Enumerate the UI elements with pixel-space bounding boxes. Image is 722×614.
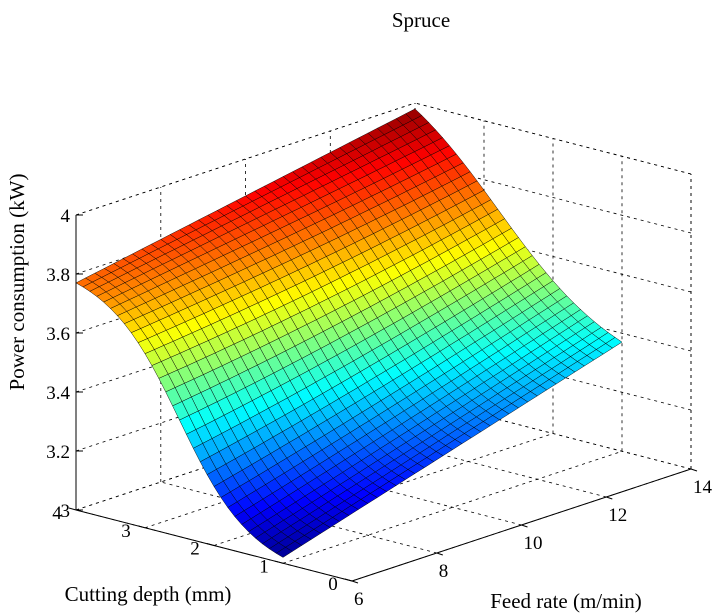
z-tick-label: 3.2 <box>46 442 70 463</box>
grid-rightwall-z <box>414 161 692 234</box>
x-tick-mark <box>690 468 698 472</box>
z-tick-label: 3.4 <box>46 383 70 404</box>
y-axis-line <box>75 509 353 582</box>
x-tick-mark <box>351 580 359 584</box>
y-tick-label: 2 <box>190 539 200 560</box>
x-tick-label: 10 <box>524 533 543 554</box>
surface-plot <box>75 108 623 558</box>
y-tick-label: 1 <box>259 556 269 577</box>
x-tick-mark <box>521 524 528 528</box>
y-tick-label: 0 <box>328 574 338 595</box>
z-tick-label: 3.6 <box>46 324 70 345</box>
axes-box-front <box>75 215 692 582</box>
x-axis-label: Feed rate (m/min) <box>490 589 642 613</box>
x-axis-line <box>351 468 692 582</box>
y-tick-mark <box>68 507 77 511</box>
grid-rightwall-z <box>414 220 692 293</box>
chart-title: Spruce <box>392 8 450 32</box>
x-tick-mark <box>436 552 443 556</box>
z-tick-label: 3 <box>61 501 71 522</box>
x-tick-label: 6 <box>354 589 364 610</box>
z-tick-label: 3.8 <box>46 265 70 286</box>
x-tick-label: 8 <box>439 561 449 582</box>
y-tick-label: 3 <box>121 521 131 542</box>
z-tick-label: 4 <box>61 206 71 227</box>
grid-rightwall-z <box>414 397 692 470</box>
x-tick-label: 14 <box>693 477 713 498</box>
surface-patch <box>275 547 293 558</box>
z-axis-label: Power consumption (kW) <box>5 174 29 391</box>
x-tick-mark <box>606 496 613 500</box>
y-tick-label: 4 <box>52 503 62 524</box>
x-tick-label: 12 <box>608 505 627 526</box>
grid-rightwall-z <box>414 102 692 175</box>
y-axis-label: Cutting depth (mm) <box>65 582 232 606</box>
